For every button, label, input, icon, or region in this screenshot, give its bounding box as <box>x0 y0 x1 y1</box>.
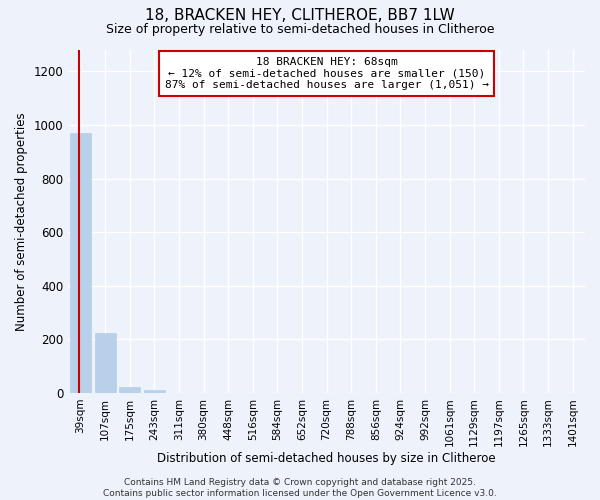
Text: 18 BRACKEN HEY: 68sqm
← 12% of semi-detached houses are smaller (150)
87% of sem: 18 BRACKEN HEY: 68sqm ← 12% of semi-deta… <box>164 57 488 90</box>
Text: 18, BRACKEN HEY, CLITHEROE, BB7 1LW: 18, BRACKEN HEY, CLITHEROE, BB7 1LW <box>145 8 455 22</box>
Text: Contains HM Land Registry data © Crown copyright and database right 2025.
Contai: Contains HM Land Registry data © Crown c… <box>103 478 497 498</box>
Bar <box>119 388 140 393</box>
X-axis label: Distribution of semi-detached houses by size in Clitheroe: Distribution of semi-detached houses by … <box>157 452 496 465</box>
Y-axis label: Number of semi-detached properties: Number of semi-detached properties <box>15 112 28 330</box>
Bar <box>144 390 165 393</box>
Text: Size of property relative to semi-detached houses in Clitheroe: Size of property relative to semi-detach… <box>106 22 494 36</box>
Bar <box>70 133 91 393</box>
Bar <box>95 332 116 393</box>
